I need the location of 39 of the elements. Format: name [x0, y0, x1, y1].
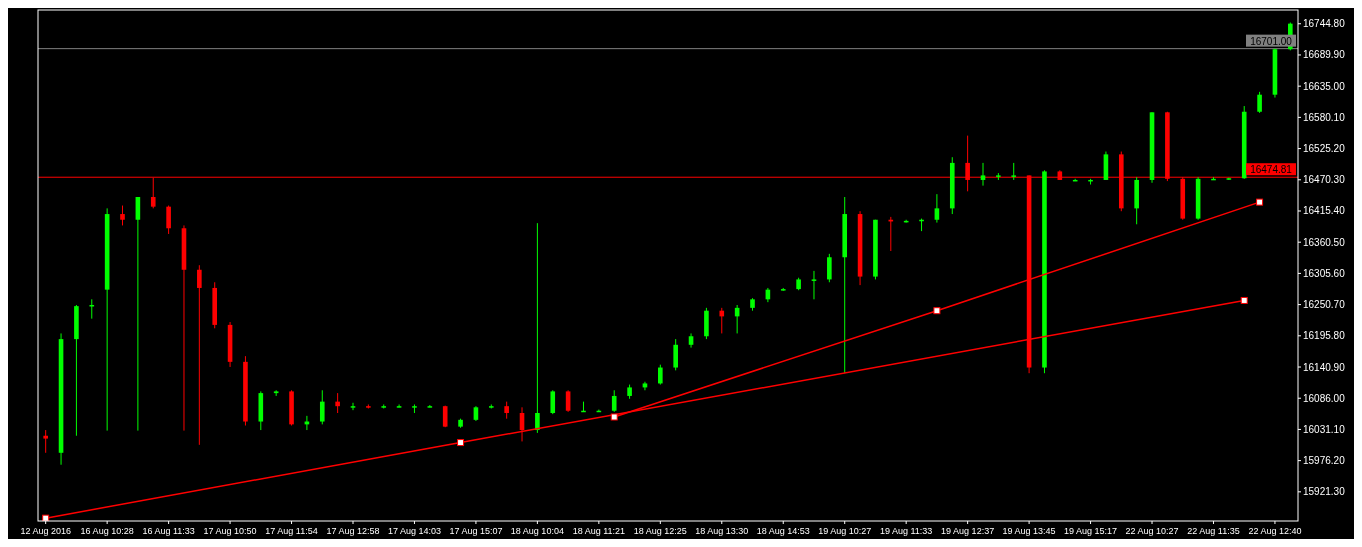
x-tick-label: 16 Aug 11:33: [142, 526, 195, 536]
text: 16525.20: [1303, 143, 1345, 155]
x-tick-label: 12 Aug 2016: [20, 526, 71, 536]
text: 16305.60: [1303, 267, 1345, 279]
text: 16031.10: [1303, 423, 1345, 435]
x-tick-label: 19 Aug 10:27: [818, 526, 872, 536]
text: 15976.20: [1303, 455, 1345, 467]
text: 16195.80: [1303, 330, 1345, 342]
ref-line-label: 16701.00: [1250, 35, 1293, 47]
x-tick-label: 17 Aug 15:07: [449, 526, 503, 536]
ref-line-label: 16474.81: [1250, 164, 1293, 176]
x-tick-label: 18 Aug 12:25: [633, 526, 687, 536]
text: 15921.30: [1303, 486, 1345, 498]
x-tick-label: 16 Aug 10:28: [80, 526, 134, 536]
x-tick-label: 17 Aug 12:58: [326, 526, 380, 536]
x-tick-label: 18 Aug 10:04: [510, 526, 564, 536]
text: 16689.90: [1303, 49, 1345, 61]
x-tick-label: 22 Aug 11:35: [1187, 526, 1240, 536]
x-tick-label: 17 Aug 10:50: [203, 526, 257, 536]
x-tick-label: 17 Aug 14:03: [387, 526, 441, 536]
text: 16360.50: [1303, 236, 1345, 248]
text: 16744.80: [1303, 18, 1345, 30]
x-tick-label: 19 Aug 13:45: [1002, 526, 1056, 536]
text: 16086.00: [1303, 392, 1345, 404]
text: 16140.90: [1303, 361, 1345, 373]
x-tick-label: 18 Aug 13:30: [695, 526, 749, 536]
text: 16415.40: [1303, 205, 1345, 217]
x-tick-label: 22 Aug 12:40: [1248, 526, 1302, 536]
text: 16250.70: [1303, 299, 1345, 311]
text: 16635.00: [1303, 80, 1345, 92]
x-tick-label: 18 Aug 14:53: [756, 526, 810, 536]
x-tick-label: 17 Aug 11:54: [265, 526, 318, 536]
x-tick-label: 19 Aug 15:17: [1064, 526, 1118, 536]
x-tick-label: 19 Aug 12:37: [941, 526, 995, 536]
x-tick-label: 22 Aug 10:27: [1125, 526, 1179, 536]
text: 16470.30: [1303, 174, 1345, 186]
x-tick-label: 18 Aug 11:21: [572, 526, 626, 536]
x-tick-label: 19 Aug 11:33: [879, 526, 933, 536]
text: 16580.10: [1303, 111, 1345, 123]
